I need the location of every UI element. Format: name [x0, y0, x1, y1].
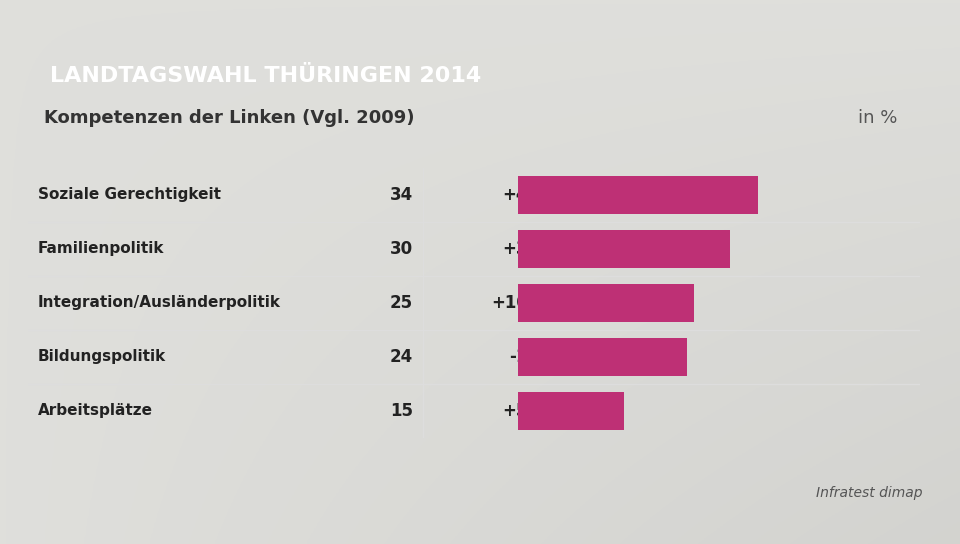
Text: +4: +4 [502, 186, 528, 204]
Text: +3: +3 [502, 240, 528, 258]
Text: Infratest dimap: Infratest dimap [815, 486, 922, 500]
Text: Bildungspolitik: Bildungspolitik [38, 349, 166, 364]
Text: 15: 15 [390, 402, 413, 420]
Text: +5: +5 [503, 402, 528, 420]
Text: Arbeitsplätze: Arbeitsplätze [38, 404, 153, 418]
Text: Familienpolitik: Familienpolitik [38, 242, 164, 257]
Text: Integration/Ausländerpolitik: Integration/Ausländerpolitik [38, 295, 281, 311]
Bar [518, 176, 758, 214]
Text: in %: in % [858, 109, 898, 127]
Bar [518, 338, 687, 376]
Text: 24: 24 [390, 348, 413, 366]
Text: -1: -1 [510, 348, 528, 366]
Text: Soziale Gerechtigkeit: Soziale Gerechtigkeit [38, 188, 221, 202]
Text: 34: 34 [390, 186, 413, 204]
Bar [518, 283, 694, 323]
Text: +10: +10 [492, 294, 528, 312]
Bar [518, 392, 624, 430]
Text: Kompetenzen der Linken (Vgl. 2009): Kompetenzen der Linken (Vgl. 2009) [44, 109, 415, 127]
Bar [518, 230, 730, 268]
Text: 25: 25 [390, 294, 413, 312]
Text: LANDTAGSWAHL THÜRINGEN 2014: LANDTAGSWAHL THÜRINGEN 2014 [50, 66, 482, 86]
Text: 30: 30 [390, 240, 413, 258]
